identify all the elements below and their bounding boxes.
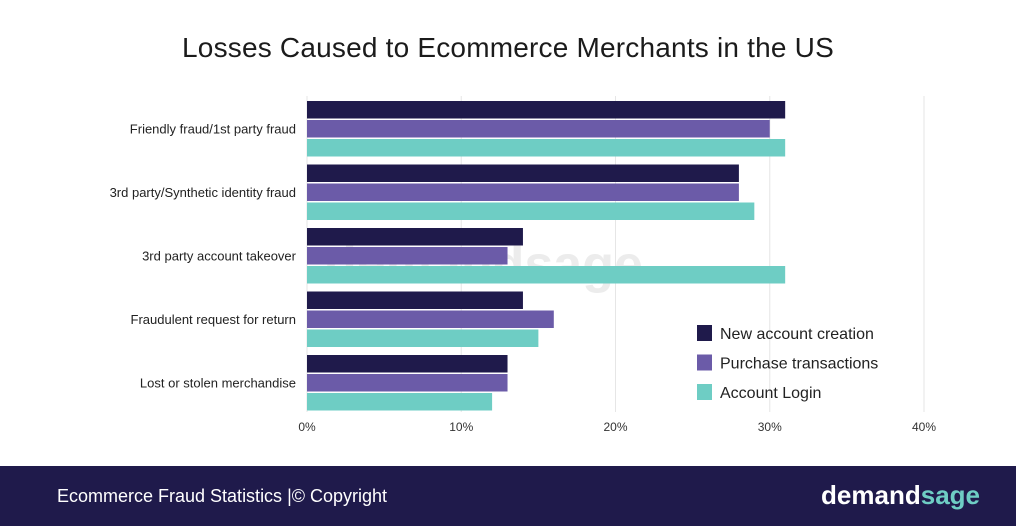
category-label: Fraudulent request for return [131,312,296,327]
bar [307,139,786,157]
bar [307,247,508,265]
bar [307,329,539,347]
category-labels: Friendly fraud/1st party fraud 3rd party/… [110,121,297,390]
legend-swatch [697,354,712,371]
category-label: Friendly fraud/1st party fraud [130,121,296,136]
watermark: demandsage [325,236,643,294]
tick-label: 0% [298,420,316,434]
category-label: 3rd party account takeover [142,248,297,263]
legend-label: Purchase transactions [720,356,878,373]
footer-brand-part2: sage [920,480,980,510]
bar [307,228,523,246]
legend-swatch [697,384,712,400]
tick-label: 30% [758,420,782,434]
bar [307,183,739,201]
tick-label: 20% [603,420,627,434]
watermark-part2: sage [524,236,643,294]
footer-bar: Ecommerce Fraud Statistics |© Copyright … [0,466,1016,526]
category-label: 3rd party/Synthetic identity fraud [110,185,296,200]
tick-labels: 0% 10% 20% 30% 40% [298,420,936,434]
bar [307,374,508,392]
watermark-part1: demand [325,236,524,294]
bar [307,355,508,373]
tick-label: 10% [449,420,473,434]
bar [307,266,786,284]
footer-brand-part1: demand [821,480,921,510]
chart-title: Losses Caused to Ecommerce Merchants in … [182,32,834,63]
bar [307,120,770,138]
legend-swatch [697,325,712,341]
category-label: Lost or stolen merchandise [140,375,296,390]
bar [307,310,554,328]
bar [307,291,523,309]
tick-label: 40% [912,420,936,434]
legend-label: Account Login [720,385,821,402]
chart-plot: demandsage Friendly fraud/1st party frau… [110,96,936,434]
bar [307,164,739,182]
footer-brand-logo: demandsage [821,480,980,511]
legend-label: New account creation [720,326,874,343]
bars [307,101,786,411]
footer-text: Ecommerce Fraud Statistics |© Copyright [57,486,388,506]
bar [307,393,493,411]
bar [307,101,786,119]
bar [307,202,755,220]
legend: New account creation Purchase transaction… [697,325,878,402]
